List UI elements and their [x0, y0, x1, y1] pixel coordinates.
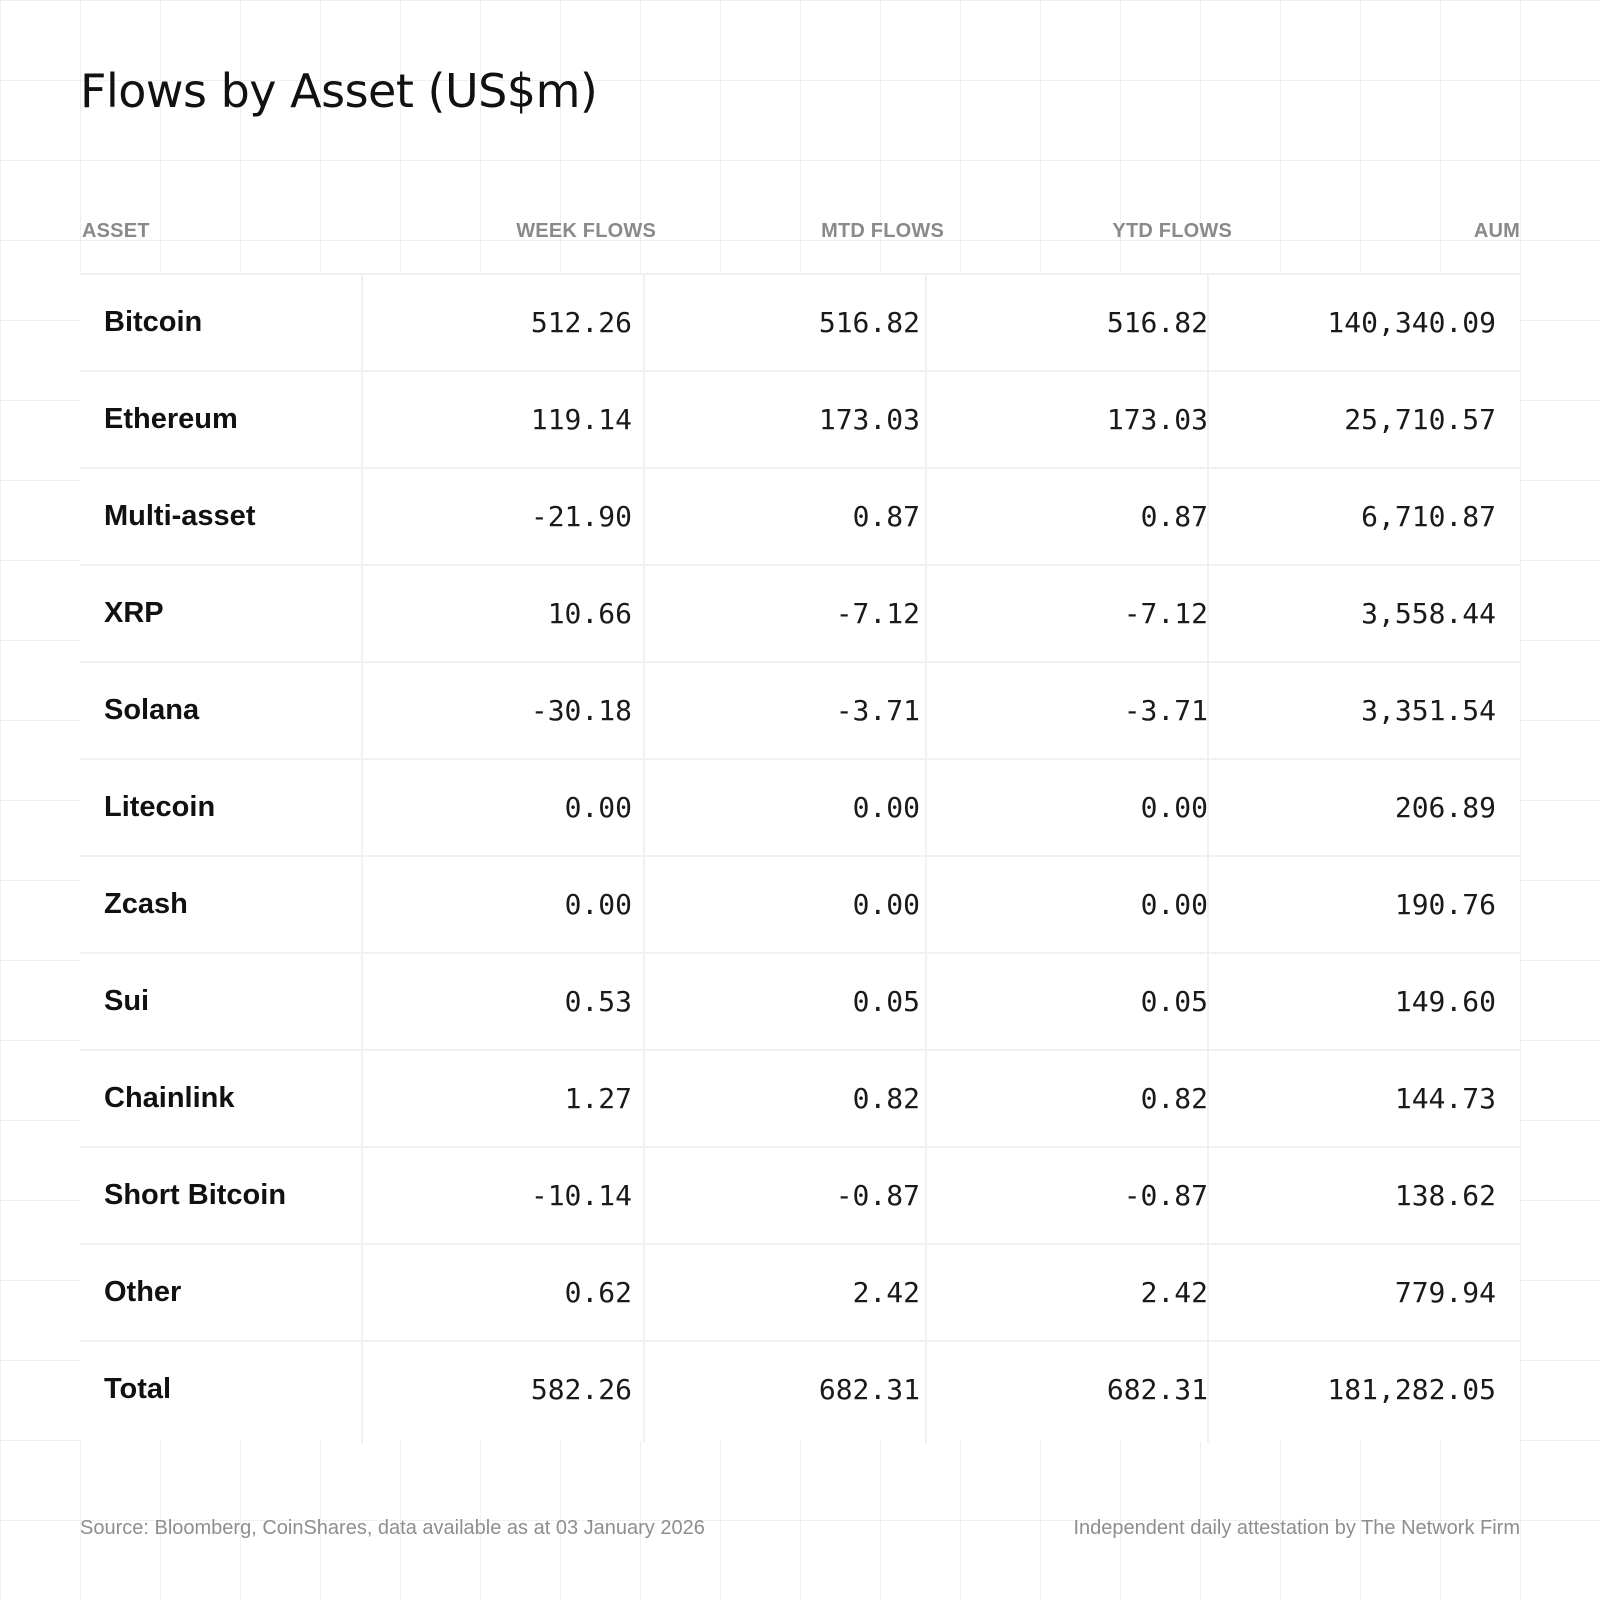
- column-divider: [925, 275, 927, 1443]
- asset-cell: XRP: [104, 597, 164, 629]
- table-row: Short Bitcoin -10.14 -0.87 -0.87 138.62: [80, 1148, 1520, 1245]
- ytd-flows-cell: 516.82: [1106, 306, 1208, 339]
- asset-cell: Total: [104, 1373, 172, 1405]
- table-row: Solana -30.18 -3.71 -3.71 3,351.54: [80, 663, 1520, 760]
- aum-cell: 144.73: [1394, 1082, 1496, 1115]
- aum-cell: 190.76: [1394, 888, 1496, 921]
- table-row: Multi-asset -21.90 0.87 0.87 6,710.87: [80, 469, 1520, 566]
- column-header-aum: AUM: [1473, 220, 1520, 242]
- asset-cell: Sui: [104, 985, 150, 1017]
- week-flows-cell: -21.90: [530, 500, 632, 533]
- ytd-flows-cell: 0.87: [1140, 500, 1208, 533]
- page-title: Flows by Asset (US$m): [80, 64, 598, 118]
- table-row: Litecoin 0.00 0.00 0.00 206.89: [80, 760, 1520, 857]
- asset-cell: Short Bitcoin: [104, 1179, 287, 1211]
- mtd-flows-cell: -0.87: [835, 1179, 920, 1212]
- column-header-week-flows: WEEK FLOWS: [516, 220, 656, 242]
- asset-cell: Zcash: [104, 888, 188, 920]
- column-header-ytd-flows: YTD FLOWS: [1112, 220, 1232, 242]
- mtd-flows-cell: 0.00: [852, 791, 920, 824]
- mtd-flows-cell: -3.71: [835, 694, 920, 727]
- ytd-flows-cell: -0.87: [1123, 1179, 1208, 1212]
- week-flows-cell: 0.62: [564, 1276, 632, 1309]
- week-flows-cell: 119.14: [530, 403, 632, 436]
- table-row: Chainlink 1.27 0.82 0.82 144.73: [80, 1051, 1520, 1148]
- table-row: Zcash 0.00 0.00 0.00 190.76: [80, 857, 1520, 954]
- table-header: ASSET WEEK FLOWS MTD FLOWS YTD FLOWS AUM: [80, 220, 1520, 250]
- table-row: Sui 0.53 0.05 0.05 149.60: [80, 954, 1520, 1051]
- ytd-flows-cell: 173.03: [1106, 403, 1208, 436]
- asset-cell: Bitcoin: [104, 306, 203, 338]
- mtd-flows-cell: 2.42: [852, 1276, 920, 1309]
- ytd-flows-cell: 682.31: [1106, 1373, 1208, 1406]
- column-divider: [361, 275, 363, 1443]
- aum-cell: 6,710.87: [1361, 500, 1496, 533]
- mtd-flows-cell: 0.05: [852, 985, 920, 1018]
- column-header-asset: ASSET: [82, 220, 150, 242]
- week-flows-cell: 10.66: [547, 597, 632, 630]
- mtd-flows-cell: 682.31: [818, 1373, 920, 1406]
- flows-table: Bitcoin 512.26 516.82 516.82 140,340.09 Ether…: [80, 273, 1520, 1443]
- aum-cell: 779.94: [1394, 1276, 1496, 1309]
- asset-cell: Chainlink: [104, 1082, 235, 1114]
- week-flows-cell: 582.26: [530, 1373, 632, 1406]
- mtd-flows-cell: 0.00: [852, 888, 920, 921]
- week-flows-cell: 512.26: [530, 306, 632, 339]
- ytd-flows-cell: 0.00: [1140, 791, 1208, 824]
- table-row: Other 0.62 2.42 2.42 779.94: [80, 1245, 1520, 1342]
- week-flows-cell: 0.53: [564, 985, 632, 1018]
- mtd-flows-cell: 0.87: [852, 500, 920, 533]
- ytd-flows-cell: 0.82: [1140, 1082, 1208, 1115]
- asset-cell: Litecoin: [104, 791, 216, 823]
- table-row: Bitcoin 512.26 516.82 516.82 140,340.09: [80, 275, 1520, 372]
- ytd-flows-cell: -7.12: [1123, 597, 1208, 630]
- week-flows-cell: 0.00: [564, 791, 632, 824]
- asset-cell: Other: [104, 1276, 182, 1308]
- aum-cell: 25,710.57: [1344, 403, 1496, 436]
- asset-cell: Solana: [104, 694, 200, 726]
- mtd-flows-cell: 0.82: [852, 1082, 920, 1115]
- table-row: XRP 10.66 -7.12 -7.12 3,558.44: [80, 566, 1520, 663]
- week-flows-cell: 0.00: [564, 888, 632, 921]
- ytd-flows-cell: 0.05: [1140, 985, 1208, 1018]
- mtd-flows-cell: 516.82: [818, 306, 920, 339]
- week-flows-cell: -10.14: [530, 1179, 632, 1212]
- asset-cell: Multi-asset: [104, 500, 256, 532]
- aum-cell: 138.62: [1394, 1179, 1496, 1212]
- column-divider: [643, 275, 645, 1443]
- asset-cell: Ethereum: [104, 403, 238, 435]
- aum-cell: 206.89: [1394, 791, 1496, 824]
- ytd-flows-cell: 2.42: [1140, 1276, 1208, 1309]
- aum-cell: 181,282.05: [1327, 1373, 1496, 1406]
- aum-cell: 149.60: [1394, 985, 1496, 1018]
- week-flows-cell: -30.18: [530, 694, 632, 727]
- ytd-flows-cell: -3.71: [1123, 694, 1208, 727]
- aum-cell: 140,340.09: [1327, 306, 1496, 339]
- mtd-flows-cell: 173.03: [818, 403, 920, 436]
- attestation-note: Independent daily attestation by The Net…: [1073, 1517, 1520, 1539]
- source-note: Source: Bloomberg, CoinShares, data avai…: [80, 1517, 705, 1539]
- mtd-flows-cell: -7.12: [835, 597, 920, 630]
- column-divider: [1207, 275, 1209, 1443]
- ytd-flows-cell: 0.00: [1140, 888, 1208, 921]
- table-row: Ethereum 119.14 173.03 173.03 25,710.57: [80, 372, 1520, 469]
- column-header-mtd-flows: MTD FLOWS: [821, 220, 944, 242]
- aum-cell: 3,558.44: [1361, 597, 1496, 630]
- table-row-total: Total 582.26 682.31 682.31 181,282.05: [80, 1342, 1520, 1439]
- week-flows-cell: 1.27: [564, 1082, 632, 1115]
- aum-cell: 3,351.54: [1361, 694, 1496, 727]
